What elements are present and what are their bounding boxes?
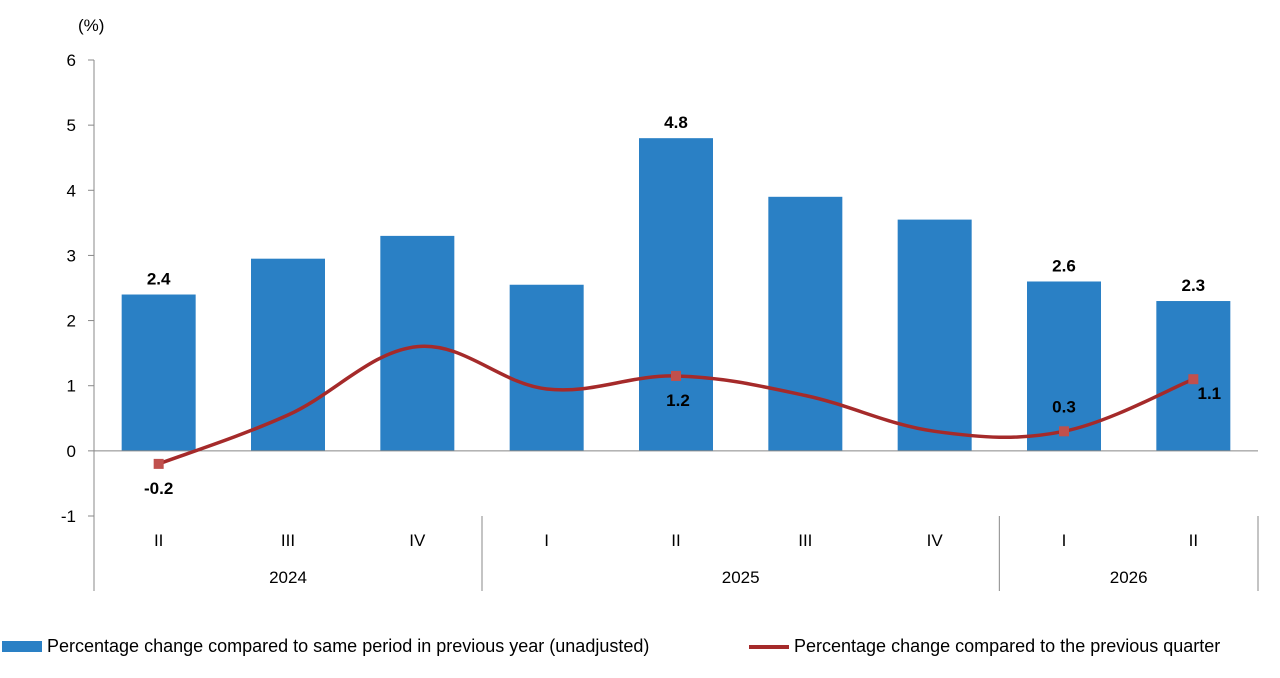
bar-data-label: 2.6 [1052, 256, 1076, 275]
legend-line-label: Percentage change compared to the previo… [794, 636, 1221, 656]
x-category-label: IV [409, 531, 426, 550]
line-data-label: 1.2 [666, 391, 690, 410]
legend-bar-swatch [2, 641, 42, 652]
y-tick-label: 5 [67, 116, 76, 135]
line-point-7 [1059, 426, 1069, 437]
line-data-label: 0.3 [1052, 397, 1076, 416]
x-year-label: 2025 [722, 568, 760, 587]
line-group [153, 344, 1199, 469]
y-tick-label: 0 [67, 442, 76, 461]
bars-group [121, 138, 1231, 451]
bar-data-label: 2.4 [147, 270, 171, 289]
legend-bar-label: Percentage change compared to same perio… [47, 636, 650, 656]
y-tick-label: 4 [67, 181, 76, 200]
bar-2 [380, 235, 455, 451]
y-tick-label: -1 [61, 507, 76, 526]
line-point-4 [671, 370, 681, 381]
bar-0 [121, 294, 196, 451]
bar-data-label: 2.3 [1182, 276, 1206, 295]
x-category-label: III [798, 531, 812, 550]
legend-item-bar: Percentage change compared to same perio… [2, 636, 649, 657]
line-point-0 [153, 458, 164, 469]
x-category-label: III [281, 531, 295, 550]
line-data-label: -0.2 [144, 479, 173, 498]
bar-5 [768, 196, 843, 451]
labels-group: 2.4 4.8 2.6 2.3 -0.2 1.2 0.3 1.1 [144, 113, 1221, 498]
y-tick-label: 3 [67, 246, 76, 265]
x-category-label: II [671, 531, 680, 550]
legend-line-swatch [749, 644, 789, 649]
x-category-label: II [154, 531, 163, 550]
bar-3 [509, 284, 584, 451]
legend-item-line: Percentage change compared to the previo… [749, 636, 1220, 657]
y-tick-label: 2 [67, 312, 76, 331]
x-category-label: IV [927, 531, 944, 550]
y-tick-label: 6 [67, 51, 76, 70]
bar-data-label: 4.8 [664, 113, 688, 132]
y-tick-label: 1 [67, 377, 76, 396]
bar-4 [639, 138, 713, 451]
bar-6 [897, 219, 972, 451]
bar-7 [1027, 281, 1101, 451]
x-category-label: I [1062, 531, 1067, 550]
x-year-label: 2026 [1110, 568, 1148, 587]
bar-1 [251, 258, 325, 451]
y-unit-label: (%) [78, 16, 104, 35]
line-data-label: 1.1 [1198, 384, 1222, 403]
line-point-8 [1188, 374, 1199, 385]
legend: Percentage change compared to same perio… [0, 636, 1280, 664]
x-category-label: II [1189, 531, 1198, 550]
x-category-label: I [544, 531, 549, 550]
x-year-label: 2024 [269, 568, 307, 587]
